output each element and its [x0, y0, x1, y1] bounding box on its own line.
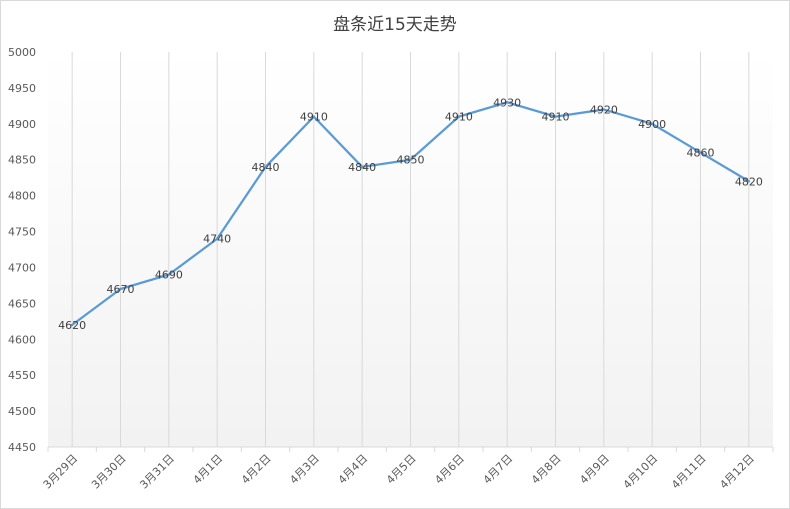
data-label-13: 4900	[638, 118, 666, 131]
x-tick-label-15: 4月12日	[717, 452, 757, 492]
y-tick-label-4450: 4450	[8, 441, 36, 454]
x-tick-label-14: 4月11日	[669, 452, 709, 492]
data-label-3: 4690	[155, 269, 183, 282]
data-label-11: 4910	[542, 111, 570, 124]
data-label-7: 4840	[348, 161, 376, 174]
data-point-14	[699, 151, 702, 154]
data-label-4: 4740	[203, 233, 231, 246]
y-tick-label-4850: 4850	[8, 154, 36, 167]
x-tick-label-13: 4月10日	[621, 452, 661, 492]
data-label-5: 4840	[252, 161, 280, 174]
data-label-6: 4910	[300, 111, 328, 124]
y-tick-label-4950: 4950	[8, 82, 36, 95]
data-point-3	[167, 273, 171, 276]
series-group	[70, 101, 751, 327]
y-axis: 4450 4500 4550 4600 4650 4700 4750 4800 4850 4900…	[8, 46, 36, 454]
y-tick-label-4750: 4750	[8, 226, 36, 239]
data-point-10	[505, 101, 509, 104]
data-point-11	[554, 115, 557, 118]
x-tick-label-3: 3月31日	[137, 452, 177, 492]
x-tick-label-1: 3月29日	[41, 452, 81, 492]
x-tick-label-2: 3月30日	[89, 452, 129, 492]
y-tick-label-4550: 4550	[8, 369, 36, 382]
y-tick-label-4600: 4600	[8, 333, 36, 346]
x-tick-label-4: 4月1日	[191, 452, 226, 487]
data-point-7	[360, 165, 364, 169]
x-tick-label-11: 4月8日	[529, 452, 564, 487]
x-tick-label-10: 4月7日	[481, 452, 516, 487]
data-point-12	[602, 108, 606, 111]
chart-title: 盘条近15天走势	[333, 15, 457, 35]
x-tick-label-8: 4月5日	[384, 452, 419, 487]
y-tick-label-4500: 4500	[8, 405, 36, 418]
data-label-1: 4620	[58, 319, 86, 332]
data-point-2	[119, 287, 122, 291]
y-tick-label-4800: 4800	[8, 190, 36, 203]
x-tick-label-7: 4月4日	[336, 452, 371, 487]
data-point-4	[215, 237, 219, 240]
data-point-8	[409, 158, 412, 161]
y-tick-label-4900: 4900	[8, 118, 36, 131]
x-axis: 3月29日 3月30日 3月31日 4月1日 4月2日 4月3日 4月4日 4月5日 4月6日 4…	[41, 446, 774, 492]
y-tick-label-4650: 4650	[8, 297, 36, 310]
data-label-8: 4850	[397, 154, 425, 167]
data-point-9	[457, 115, 461, 118]
y-tick-label-5000: 5000	[8, 46, 36, 59]
data-point-1	[70, 323, 74, 327]
data-label-2: 4670	[107, 283, 135, 296]
x-tick-label-6: 4月3日	[287, 452, 322, 487]
data-label-12: 4920	[590, 103, 618, 116]
data-label-10: 4930	[493, 96, 521, 109]
data-point-6	[312, 115, 316, 118]
x-tick-label-5: 4月2日	[239, 452, 274, 487]
data-point-13	[650, 122, 654, 126]
data-label-14: 4860	[687, 147, 715, 160]
data-point-5	[264, 165, 267, 169]
data-label-9: 4910	[445, 111, 473, 124]
x-tick-label-12: 4月9日	[577, 452, 612, 487]
x-tick-label-9: 4月6日	[432, 452, 467, 487]
data-labels: 4620 4670 4690 4740 4840 4910 4840 4850 4910 4930…	[58, 96, 763, 332]
data-label-15: 4820	[735, 175, 763, 188]
data-point-15	[747, 180, 751, 183]
y-tick-label-4700: 4700	[8, 261, 36, 274]
